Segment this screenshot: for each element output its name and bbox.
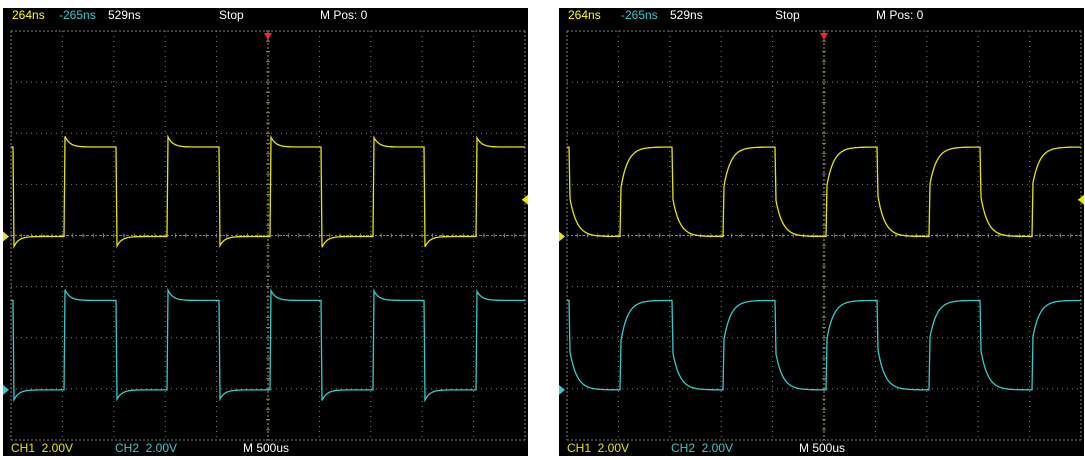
cursor-a-readout: 264ns [568,8,601,22]
timebase-label: M 500us [243,441,290,455]
scope-screen-right: 264ns -265ns 529ns Stop M Pos: 0 CH1 2.0… [559,8,1084,456]
cursor-b-readout: -265ns [621,8,658,22]
ch2-ground-marker-icon [3,384,9,395]
ch2-scale-label: CH2 2.00V [671,441,734,455]
cursor-delta-readout: 529ns [108,8,141,22]
ch1-waveform [567,146,1081,238]
cursor-delta-readout: 529ns [670,8,703,22]
graticule [10,30,526,441]
ch2-ground-marker-icon [559,384,565,395]
run-state-label: Stop [219,8,244,22]
ch2-waveform [11,287,525,403]
ch1-ground-marker-icon [559,231,565,242]
ch2-scale-label: CH2 2.00V [115,441,178,455]
ch1-scale-label: CH1 2.00V [567,441,630,455]
trigger-position-arrow-icon [264,33,272,40]
graticule [566,30,1082,441]
ch2-waveform [567,299,1081,391]
main-position-label: M Pos: 0 [320,8,368,22]
waveform-display-right [559,30,1084,441]
trigger-position-arrow-icon [820,33,828,40]
ch1-scale-label: CH1 2.00V [11,441,74,455]
waveform-display-left [3,30,528,441]
cursor-b-readout: -265ns [59,8,96,22]
ch1-waveform [11,134,525,249]
timebase-label: M 500us [799,441,846,455]
ch1-ground-marker-icon [3,231,9,242]
run-state-label: Stop [775,8,800,22]
cursor-a-readout: 264ns [12,8,45,22]
scope-screen-left: 264ns -265ns 529ns Stop M Pos: 0 CH1 2.0… [3,8,528,456]
main-position-label: M Pos: 0 [876,8,924,22]
